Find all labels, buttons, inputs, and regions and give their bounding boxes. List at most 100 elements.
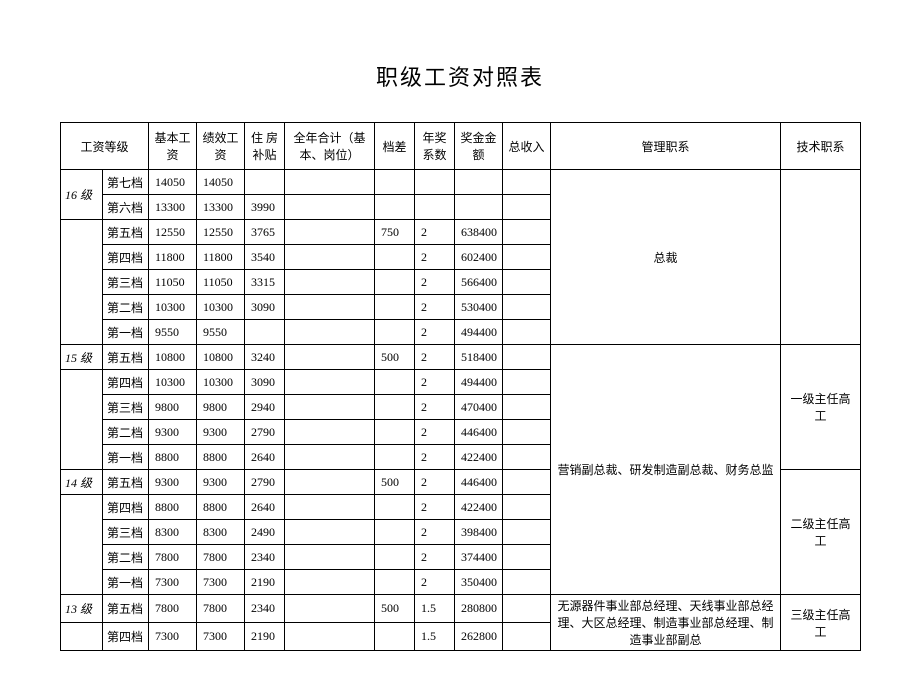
cell-base: 7800 [149, 545, 197, 570]
cell-base: 11800 [149, 245, 197, 270]
cell-house: 2940 [245, 395, 285, 420]
cell-total [503, 445, 551, 470]
cell-diff [375, 270, 415, 295]
cell-base: 11050 [149, 270, 197, 295]
cell-total [503, 520, 551, 545]
cell-bonus: 494400 [455, 320, 503, 345]
cell-bonus: 262800 [455, 623, 503, 651]
cell-total [503, 170, 551, 195]
cell-house: 2790 [245, 470, 285, 495]
cell-house: 2190 [245, 570, 285, 595]
cell-diff [375, 495, 415, 520]
cell-diff: 500 [375, 345, 415, 370]
header-row: 工资等级 基本工资 绩效工资 住 房补贴 全年合计（基本、岗位） 档差 年奖系数… [61, 123, 861, 170]
cell-total [503, 420, 551, 445]
cell-bonus [455, 195, 503, 220]
cell-house [245, 320, 285, 345]
cell-diff: 500 [375, 595, 415, 623]
salary-table: 工资等级 基本工资 绩效工资 住 房补贴 全年合计（基本、岗位） 档差 年奖系数… [60, 122, 861, 651]
cell-annual [285, 370, 375, 395]
cell-annual [285, 220, 375, 245]
cell-total [503, 220, 551, 245]
level-cell-16: 16 级 [61, 170, 103, 220]
cell-house: 3090 [245, 295, 285, 320]
cell-perf: 9800 [197, 395, 245, 420]
tier-cell: 第五档 [103, 595, 149, 623]
cell-diff [375, 320, 415, 345]
cell-annual [285, 570, 375, 595]
cell-bonus: 518400 [455, 345, 503, 370]
level-cell-13-cont [61, 623, 103, 651]
cell-annual [285, 320, 375, 345]
cell-diff [375, 295, 415, 320]
tier-cell: 第一档 [103, 445, 149, 470]
cell-diff [375, 170, 415, 195]
tech-cell-sr2: 二级主任高工 [781, 470, 861, 595]
cell-bonus: 470400 [455, 395, 503, 420]
tech-cell-sr1: 一级主任高工 [781, 345, 861, 470]
cell-house: 2190 [245, 623, 285, 651]
cell-base: 9550 [149, 320, 197, 345]
cell-house: 3990 [245, 195, 285, 220]
cell-base: 7300 [149, 570, 197, 595]
cell-house: 2790 [245, 420, 285, 445]
cell-house [245, 170, 285, 195]
tier-cell: 第四档 [103, 245, 149, 270]
cell-total [503, 470, 551, 495]
cell-total [503, 495, 551, 520]
cell-annual [285, 445, 375, 470]
cell-diff [375, 370, 415, 395]
cell-perf: 11800 [197, 245, 245, 270]
level-cell-15: 15 级 [61, 345, 103, 370]
cell-house: 3540 [245, 245, 285, 270]
cell-perf: 9300 [197, 420, 245, 445]
cell-bcoef: 1.5 [415, 623, 455, 651]
cell-base: 9300 [149, 420, 197, 445]
cell-total [503, 195, 551, 220]
mgmt-cell-zongcai: 总裁 [551, 170, 781, 345]
cell-annual [285, 270, 375, 295]
cell-perf: 9300 [197, 470, 245, 495]
cell-bonus [455, 170, 503, 195]
cell-annual [285, 295, 375, 320]
tier-cell: 第四档 [103, 623, 149, 651]
cell-total [503, 345, 551, 370]
cell-annual [285, 623, 375, 651]
cell-diff [375, 520, 415, 545]
cell-house: 2340 [245, 545, 285, 570]
cell-total [503, 595, 551, 623]
cell-annual [285, 395, 375, 420]
tier-cell: 第二档 [103, 420, 149, 445]
cell-bonus: 280800 [455, 595, 503, 623]
cell-total [503, 570, 551, 595]
cell-base: 12550 [149, 220, 197, 245]
table-row: 15 级 第五档 10800 10800 3240 500 2 518400 营… [61, 345, 861, 370]
cell-perf: 13300 [197, 195, 245, 220]
cell-bonus: 530400 [455, 295, 503, 320]
cell-bcoef: 2 [415, 570, 455, 595]
cell-bcoef [415, 195, 455, 220]
cell-base: 8800 [149, 495, 197, 520]
cell-base: 10800 [149, 345, 197, 370]
cell-perf: 7800 [197, 545, 245, 570]
cell-diff [375, 623, 415, 651]
level-cell-14: 14 级 [61, 470, 103, 495]
cell-bonus: 494400 [455, 370, 503, 395]
cell-bonus: 446400 [455, 420, 503, 445]
cell-bcoef: 2 [415, 395, 455, 420]
cell-total [503, 245, 551, 270]
cell-annual [285, 245, 375, 270]
cell-bcoef: 2 [415, 295, 455, 320]
cell-bcoef: 2 [415, 370, 455, 395]
document-title: 职级工资对照表 [60, 60, 860, 92]
tier-cell: 第一档 [103, 320, 149, 345]
cell-diff: 750 [375, 220, 415, 245]
cell-base: 8300 [149, 520, 197, 545]
cell-bcoef: 2 [415, 495, 455, 520]
mgmt-cell-vp: 营销副总裁、研发制造副总裁、财务总监 [551, 345, 781, 595]
tier-cell: 第三档 [103, 270, 149, 295]
cell-bonus: 422400 [455, 495, 503, 520]
cell-base: 10300 [149, 370, 197, 395]
cell-perf: 8300 [197, 520, 245, 545]
cell-diff: 500 [375, 470, 415, 495]
